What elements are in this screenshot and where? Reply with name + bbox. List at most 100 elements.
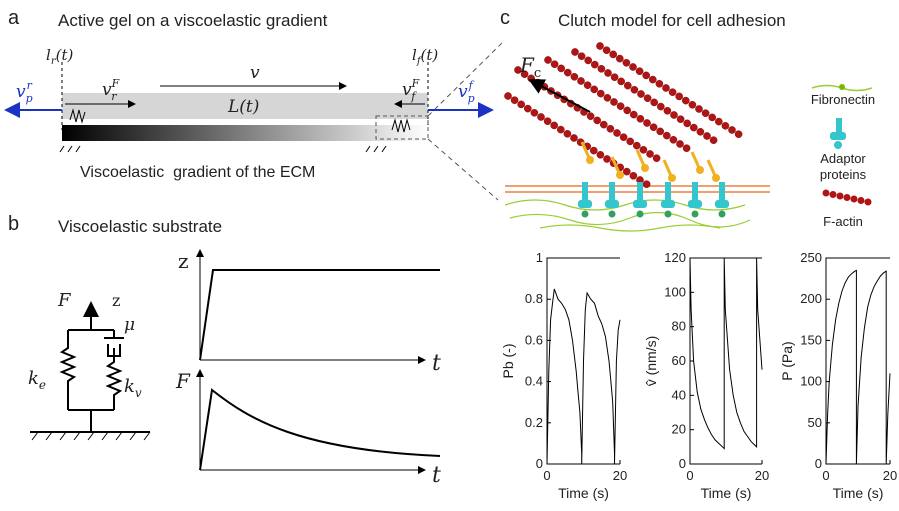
y-tick-label: 1	[536, 250, 543, 265]
actin-bead	[570, 134, 578, 142]
legend-actin	[864, 198, 872, 206]
adaptor	[609, 182, 615, 204]
actin-bead	[649, 123, 658, 131]
actin-bead	[606, 125, 615, 133]
caption: Viscoelastic gradient of the ECM	[80, 164, 315, 181]
label: vpr	[16, 79, 33, 105]
actin-bead	[596, 42, 604, 50]
actin-bead	[593, 116, 602, 125]
legend: Fibronectin Adaptor proteins F-actin	[811, 84, 875, 229]
actin-bead	[590, 146, 598, 155]
legend-actin	[850, 195, 858, 203]
actin-bead	[650, 98, 659, 107]
actin-bead	[695, 105, 703, 113]
adaptor	[719, 182, 725, 204]
fibronectin	[636, 210, 644, 218]
actin-bead	[676, 115, 685, 123]
label: lr(t)	[46, 46, 73, 67]
legend-label: proteins	[820, 167, 867, 182]
actin-bead	[550, 60, 559, 68]
actin-bead	[643, 119, 651, 127]
actin-bead	[701, 109, 710, 117]
actin-bead	[656, 127, 665, 136]
legend-actin	[836, 192, 844, 200]
actin-bead	[683, 119, 692, 128]
actin-bead	[577, 77, 585, 85]
label: vF r	[102, 77, 120, 103]
actin-bead	[604, 69, 612, 77]
actin-bead	[637, 90, 645, 98]
displacement-curve	[199, 269, 440, 361]
actin-bead	[703, 132, 711, 140]
legend-actin	[843, 194, 851, 201]
fibronectin	[608, 210, 616, 218]
actin-bead	[586, 112, 595, 120]
fibronectin	[691, 210, 699, 218]
y-tick-label: 0	[815, 456, 822, 471]
spring-icon	[391, 118, 411, 133]
ecm-gradient	[62, 125, 428, 141]
actin-bead	[583, 81, 592, 89]
actin-bead	[669, 135, 678, 144]
axes	[825, 257, 890, 465]
link	[706, 159, 718, 179]
x-axis-label: Time (s)	[701, 485, 752, 501]
ground	[31, 431, 151, 441]
x-tick-label: 0	[543, 468, 550, 483]
actin-bead	[517, 100, 526, 109]
actin-bead	[610, 73, 619, 81]
actin-bead	[663, 131, 671, 140]
actin-bead	[635, 67, 644, 75]
line	[689, 257, 763, 450]
x-tick-label: 20	[613, 468, 627, 483]
y-axis-label: v̂ (nm/s)	[643, 336, 659, 387]
actin-bead	[603, 155, 611, 163]
y-tick-label: 100	[800, 374, 822, 389]
actin-bead	[639, 145, 648, 154]
label: lf(t)	[412, 46, 438, 67]
x-tick-label: 0	[822, 468, 829, 483]
actin-bead	[600, 120, 608, 129]
actin-bead	[663, 107, 672, 115]
y-tick-label: 60	[672, 353, 686, 368]
actin-bead	[622, 59, 631, 67]
y-tick-label: 0.4	[525, 374, 543, 389]
actin-bead	[504, 92, 512, 100]
actin-bead	[543, 117, 552, 125]
actin-bead	[603, 94, 612, 102]
label: z	[178, 249, 189, 273]
actin-bead	[520, 70, 529, 78]
actin-bead	[629, 171, 638, 180]
label: μ	[124, 315, 135, 335]
y-tick-label: 150	[800, 332, 822, 347]
actin-bead	[550, 121, 559, 130]
link	[580, 141, 592, 161]
spring-icon	[69, 108, 86, 124]
actin-bead	[682, 144, 691, 152]
label: vpf	[458, 79, 475, 105]
axes	[546, 257, 620, 465]
actin-bead	[619, 133, 628, 141]
anchors	[59, 145, 387, 153]
adaptor	[692, 182, 698, 204]
y-tick-label: 80	[672, 319, 686, 334]
actin-bead	[728, 126, 736, 134]
actin-bead	[630, 110, 638, 119]
actin-bead	[530, 109, 539, 117]
legend-actin	[829, 191, 837, 198]
label: ke	[28, 368, 46, 392]
label: v	[250, 63, 260, 83]
actin-bead	[633, 141, 641, 150]
actin-bead	[642, 180, 651, 188]
zoom-box	[375, 115, 429, 140]
actin-bead	[557, 125, 565, 134]
y-tick-label: 120	[664, 250, 686, 265]
actin-bead	[646, 150, 654, 158]
actin-bead	[597, 65, 606, 73]
actin-bead	[630, 86, 639, 94]
legend-label: F-actin	[823, 214, 863, 229]
y-tick-label: 0	[679, 456, 686, 471]
legend-actin	[822, 189, 830, 197]
panel-title: Viscoelastic substrate	[58, 217, 222, 236]
